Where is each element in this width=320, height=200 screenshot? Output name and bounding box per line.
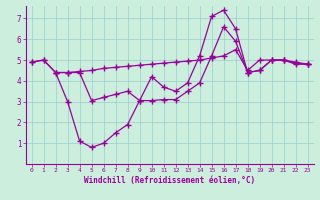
X-axis label: Windchill (Refroidissement éolien,°C): Windchill (Refroidissement éolien,°C): [84, 176, 255, 185]
